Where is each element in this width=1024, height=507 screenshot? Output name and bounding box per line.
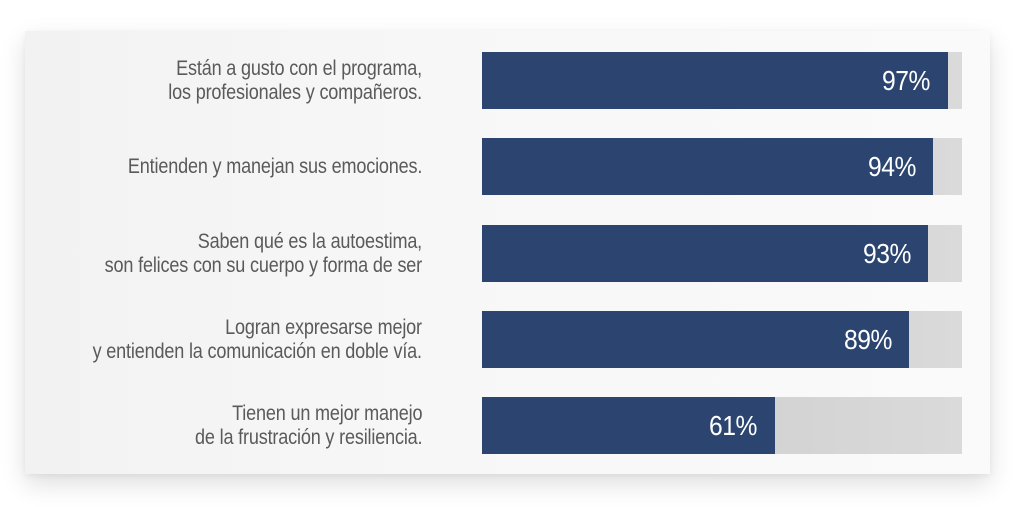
bar-track: 94% — [482, 138, 962, 195]
bar-value: 97% — [881, 64, 930, 96]
bar-value: 93% — [862, 237, 911, 269]
bar-row: Están a gusto con el programa, los profe… — [25, 52, 990, 109]
bar-value: 89% — [843, 323, 892, 355]
bar-track: 93% — [482, 225, 962, 282]
bar-value: 94% — [867, 150, 916, 182]
bar-label: Entienden y manejan sus emociones. — [127, 154, 423, 178]
bar-label: Tienen un mejor manejo de la frustración… — [194, 401, 423, 449]
bar-track: 97% — [482, 52, 962, 109]
bar-value: 61% — [709, 409, 758, 441]
bar-fill: 97% — [482, 52, 948, 109]
bar-track: 89% — [482, 311, 962, 368]
bar-label: Saben qué es la autoestima, son felices … — [104, 229, 423, 277]
bar-row: Entienden y manejan sus emociones. 94% — [25, 138, 990, 195]
bar-label: Están a gusto con el programa, los profe… — [168, 56, 422, 104]
bar-row: Tienen un mejor manejo de la frustración… — [25, 397, 990, 454]
bar-label: Logran expresarse mejor y entienden la c… — [92, 315, 422, 363]
bar-fill: 93% — [482, 225, 929, 282]
bar-row: Logran expresarse mejor y entienden la c… — [25, 311, 990, 368]
bar-fill: 94% — [482, 138, 934, 195]
bar-row: Saben qué es la autoestima, son felices … — [25, 225, 990, 282]
chart-card: Están a gusto con el programa, los profe… — [25, 31, 990, 474]
bar-track: 61% — [482, 397, 962, 454]
bar-fill: 61% — [482, 397, 775, 454]
bar-fill: 89% — [482, 311, 910, 368]
